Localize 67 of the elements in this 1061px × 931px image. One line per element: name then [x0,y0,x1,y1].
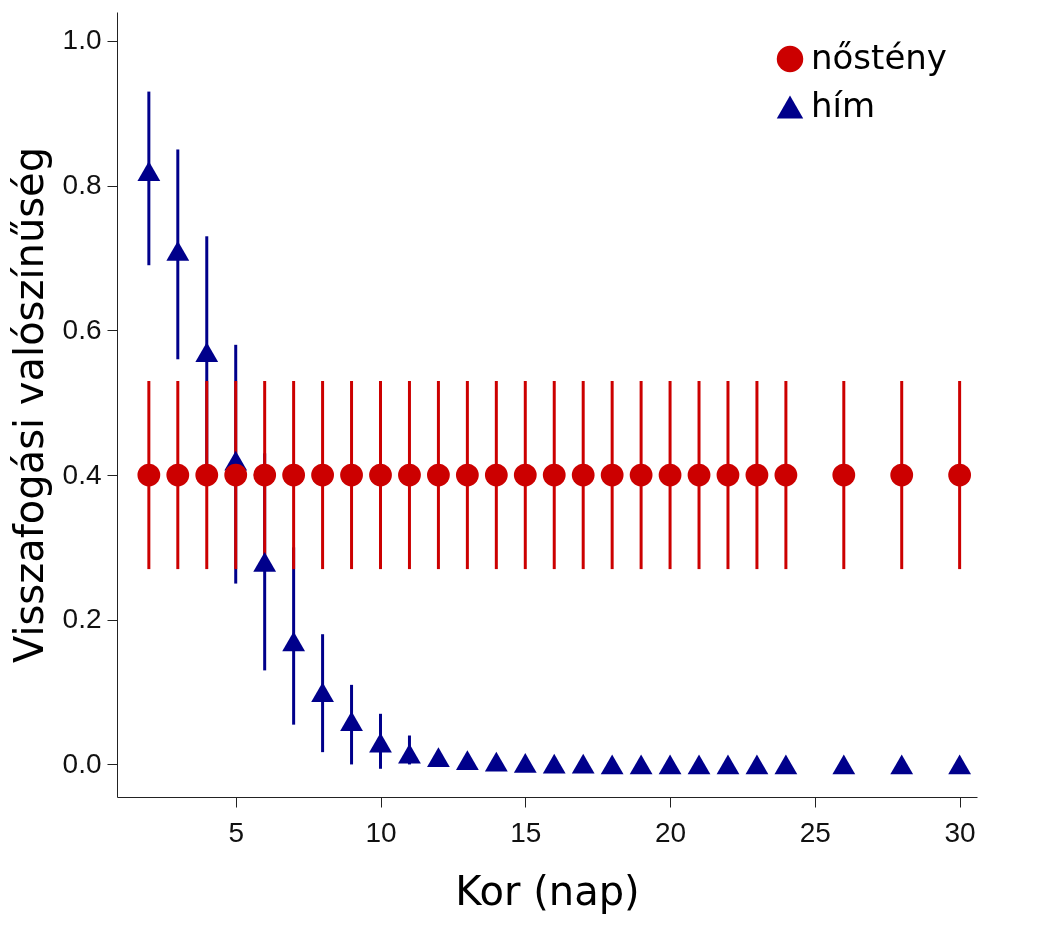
x-tick-label: 5 [228,816,245,848]
point [311,682,334,702]
x-tick-label: 30 [944,816,976,848]
point [513,753,537,773]
point [369,463,392,487]
point [484,751,508,772]
point [195,342,219,362]
point [427,747,450,768]
x-tick-label: 20 [654,816,687,848]
point [398,743,421,764]
point [774,754,798,775]
point [282,463,306,487]
point [832,463,856,487]
point [455,463,479,487]
legend-label: nőstény [811,37,947,77]
x-tick-label: 15 [510,816,542,848]
point [687,754,711,775]
point [948,463,972,487]
point [832,754,856,775]
x-tick-label: 10 [365,816,397,848]
point [571,463,595,487]
point [253,463,277,487]
point [369,732,392,753]
x-axis-title: Kor (nap) [455,867,640,914]
point [542,463,566,487]
point [340,463,363,487]
point [484,463,508,487]
y-tick-label: 0.8 [62,169,102,201]
point [340,711,363,731]
point [137,463,161,487]
y-tick-label: 0.6 [62,313,102,345]
point [455,750,479,770]
point [253,551,277,572]
point [745,754,769,775]
point [600,463,624,487]
point [398,463,421,487]
point [282,631,306,652]
point [716,754,740,775]
point [948,754,972,775]
point [890,463,914,487]
point [658,463,682,487]
point [542,753,566,774]
y-tick-label: 0.0 [62,747,102,779]
point [224,463,248,487]
point [513,463,537,487]
legend-label: hím [811,85,876,125]
y-tick-label: 0.2 [62,603,102,635]
x-tick-label: 25 [799,816,831,848]
y-tick-label: 1.0 [62,24,102,56]
point [571,753,595,774]
point [166,240,190,261]
point [311,463,334,487]
y-tick-label: 0.4 [62,458,102,490]
point [137,161,161,182]
point [716,463,740,487]
point [427,463,450,487]
point [890,754,914,775]
point [195,463,219,487]
point [629,754,653,775]
point [600,754,624,775]
point [745,463,769,487]
point [629,463,653,487]
y-axis-title: Visszafogási valószínűség [5,146,52,664]
point [166,463,190,487]
point [687,463,711,487]
point [774,463,798,487]
point [658,754,682,775]
